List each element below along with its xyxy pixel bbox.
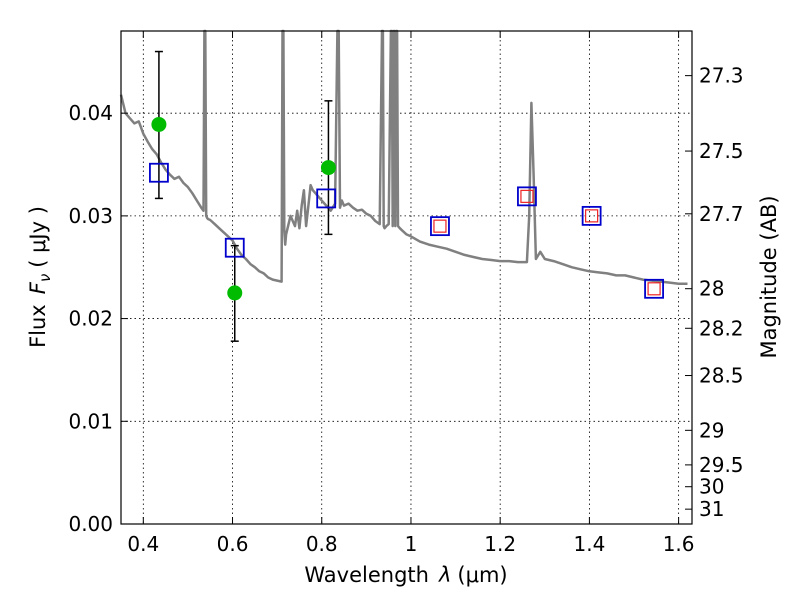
observed-point bbox=[227, 285, 243, 301]
model-photometry-inner-square bbox=[647, 282, 661, 296]
model-photometry-square bbox=[581, 205, 602, 226]
model-photometry-inner-square bbox=[520, 189, 534, 203]
x-tick-label: 0.6 bbox=[217, 532, 249, 556]
y2-axis-label: Magnitude (AB) bbox=[757, 195, 781, 358]
model-photometry-square bbox=[149, 162, 169, 183]
mag-tick-label: 28 bbox=[699, 277, 724, 301]
mag-tick-label: 27.7 bbox=[699, 202, 744, 226]
model-photometry-square bbox=[644, 278, 664, 299]
y-tick-label: 0.04 bbox=[68, 101, 113, 125]
grid-layer bbox=[121, 31, 692, 524]
x-tick-label: 1.2 bbox=[484, 532, 516, 556]
model-photometry-layer bbox=[149, 162, 664, 299]
model-photometry-square bbox=[517, 186, 537, 207]
mag-tick-label: 29 bbox=[699, 418, 724, 442]
plot-frame bbox=[120, 30, 693, 525]
x-axis-label: Wavelength λ (μm) bbox=[304, 563, 507, 587]
mag-tick-label: 28.2 bbox=[699, 316, 744, 340]
model-photometry-square bbox=[316, 188, 337, 209]
model-photometry-square bbox=[430, 216, 450, 237]
y-tick-label: 0.03 bbox=[68, 204, 113, 228]
mag-tick-label: 27.3 bbox=[699, 64, 744, 88]
model-spectrum-layer bbox=[119, 29, 688, 285]
tick-layer: 0.4 0.6 0.8 1 1.2 1.4 1.6 0.00 0.01 0.02 0.03 0.04 2… bbox=[68, 31, 744, 556]
model-photometry-square bbox=[224, 237, 245, 258]
model-photometry-inner-square bbox=[585, 209, 599, 223]
observed-points-layer bbox=[151, 116, 336, 301]
x-tick-label: 0.4 bbox=[127, 532, 159, 556]
mag-tick-label: 28.5 bbox=[699, 364, 744, 388]
model-spectrum-line bbox=[119, 29, 688, 285]
mag-tick-label: 27.5 bbox=[699, 139, 744, 163]
model-photometry-inner-square bbox=[433, 219, 447, 233]
mag-tick-label: 29.5 bbox=[699, 453, 744, 477]
x-tick-label: 1 bbox=[405, 532, 418, 556]
mag-tick-label: 30 bbox=[699, 475, 724, 499]
observed-point bbox=[320, 160, 336, 176]
y-tick-label: 0.01 bbox=[68, 409, 113, 433]
errorbar-layer bbox=[154, 50, 333, 342]
y-tick-label: 0.00 bbox=[68, 512, 113, 536]
x-tick-label: 0.8 bbox=[306, 532, 338, 556]
y-axis-label: FluxFν( μJy ) bbox=[26, 206, 54, 348]
y-tick-label: 0.02 bbox=[68, 307, 113, 331]
observed-point bbox=[151, 116, 167, 132]
mag-tick-label: 31 bbox=[699, 497, 724, 521]
x-tick-label: 1.4 bbox=[573, 532, 605, 556]
x-tick-label: 1.6 bbox=[663, 532, 695, 556]
